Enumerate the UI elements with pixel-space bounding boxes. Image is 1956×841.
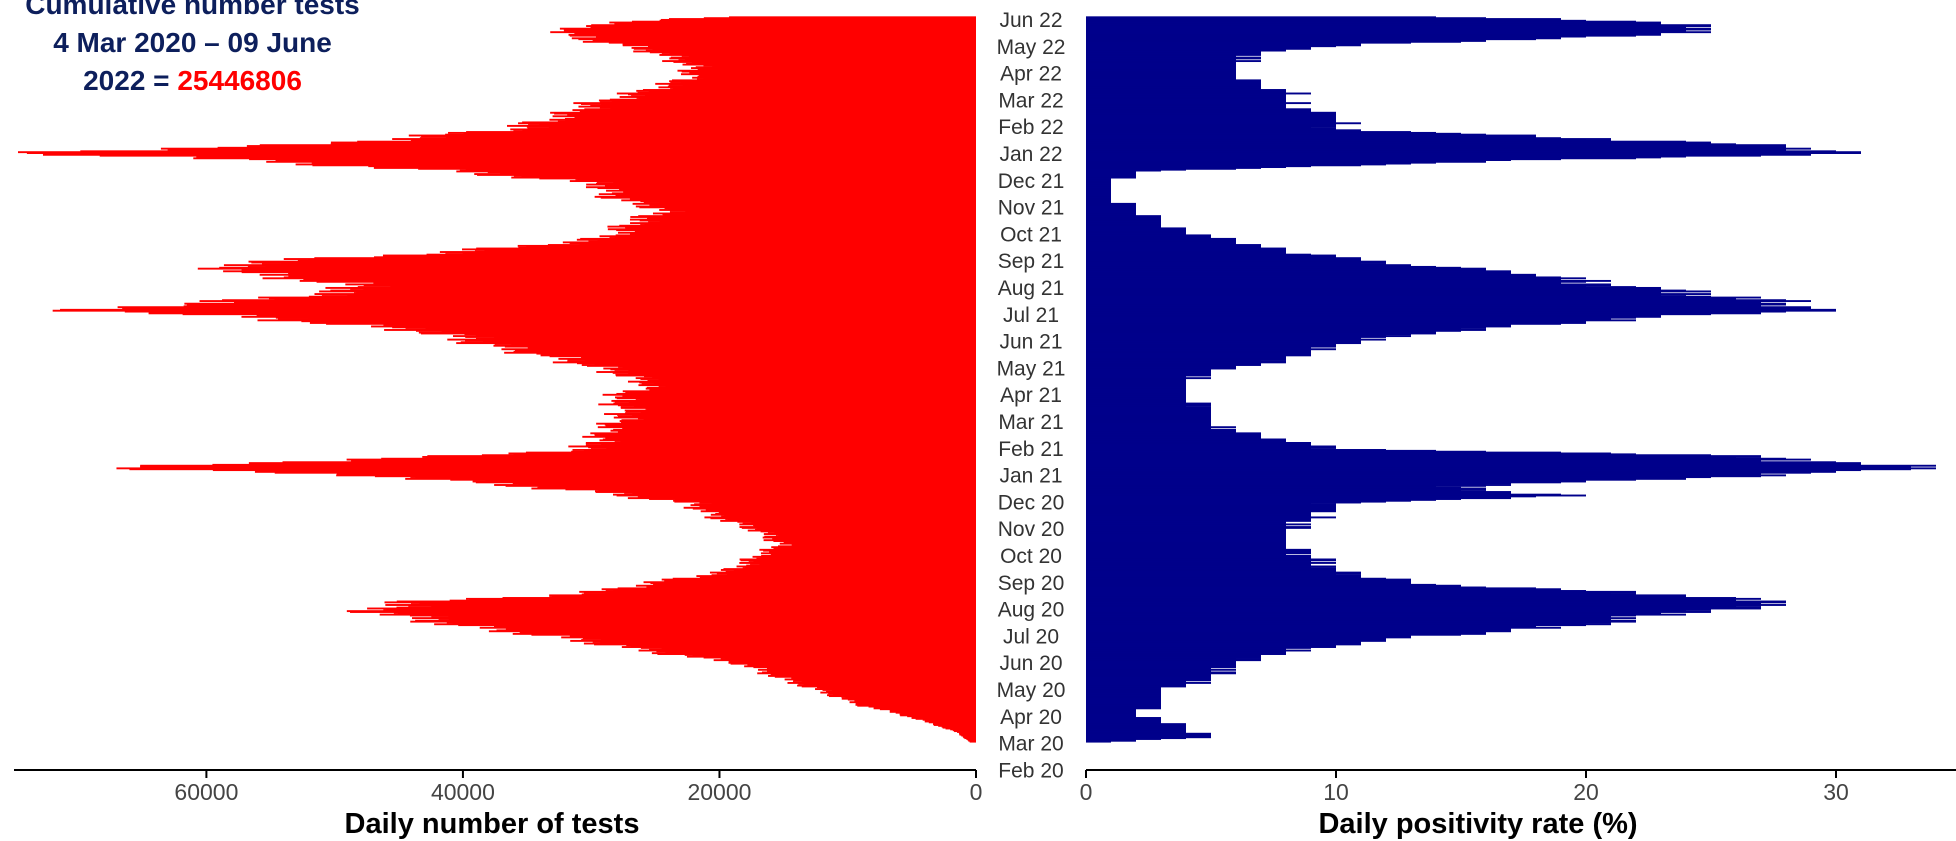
month-label: Nov 21 (998, 197, 1065, 220)
positivity-x-tick-label: 10 (1323, 779, 1349, 805)
month-label: Apr 21 (1000, 384, 1062, 407)
chart-title: Cumulative number tests 4 Mar 2020 – 09 … (0, 0, 385, 100)
month-labels: Jun 22 May 22 Apr 22 Mar 22 Feb 22 Jan 22 Dec … (997, 9, 1066, 782)
month-label: Oct 21 (1000, 223, 1062, 246)
positivity-bar (1086, 16, 1436, 19)
month-label: Aug 21 (998, 277, 1065, 300)
month-label: Feb 20 (998, 759, 1063, 782)
month-label: Mar 22 (998, 89, 1063, 112)
tests-x-tick-label: 20000 (687, 779, 751, 805)
positivity-x-tick-label: 20 (1573, 779, 1599, 805)
month-label: May 20 (997, 679, 1066, 702)
month-label: Mar 20 (998, 733, 1063, 756)
tests-x-tick-label: 60000 (174, 779, 238, 805)
tests-x-tick-label: 0 (970, 779, 983, 805)
month-label: Jan 21 (999, 465, 1062, 488)
title-line-3-prefix: 2022 = (83, 65, 178, 96)
positivity-x-axis-title: Daily positivity rate (%) (1318, 808, 1637, 840)
title-line-1: Cumulative number tests (25, 0, 360, 20)
tests-bar (729, 16, 976, 19)
month-label: May 21 (997, 357, 1066, 380)
month-label: May 22 (997, 36, 1066, 59)
month-label: Apr 20 (1000, 706, 1062, 729)
month-label: Apr 22 (1000, 63, 1062, 86)
cumulative-total: 25446806 (177, 65, 302, 96)
month-label: Jul 21 (1003, 304, 1059, 327)
title-line-3: 2022 = 25446806 (0, 62, 385, 100)
month-label: Jul 20 (1003, 625, 1059, 648)
month-label: Feb 21 (998, 438, 1063, 461)
month-label: Oct 20 (1000, 545, 1062, 568)
positivity-x-tick-label: 30 (1823, 779, 1849, 805)
month-label: Jan 22 (999, 143, 1062, 166)
tests-x-ticks: 60000 40000 20000 0 (174, 770, 982, 805)
positivity-x-tick-label: 0 (1080, 779, 1093, 805)
month-label: Jun 20 (999, 652, 1062, 675)
tests-bars (17, 16, 977, 743)
tests-x-tick-label: 40000 (431, 779, 495, 805)
month-label: Jun 22 (999, 9, 1062, 32)
month-label: Dec 20 (998, 491, 1065, 514)
title-line-2: 4 Mar 2020 – 09 June (53, 27, 332, 58)
month-label: Dec 21 (998, 170, 1065, 193)
month-label: Jun 21 (999, 331, 1062, 354)
tests-x-axis-title: Daily number of tests (345, 808, 640, 840)
month-label: Sep 21 (998, 250, 1065, 273)
positivity-bars (1086, 16, 1936, 743)
month-label: Mar 21 (998, 411, 1063, 434)
positivity-x-ticks: 0 10 20 30 (1080, 770, 1849, 805)
month-label: Sep 20 (998, 572, 1065, 595)
month-label: Nov 20 (998, 518, 1065, 541)
month-label: Feb 22 (998, 116, 1063, 139)
month-label: Aug 20 (998, 599, 1065, 622)
